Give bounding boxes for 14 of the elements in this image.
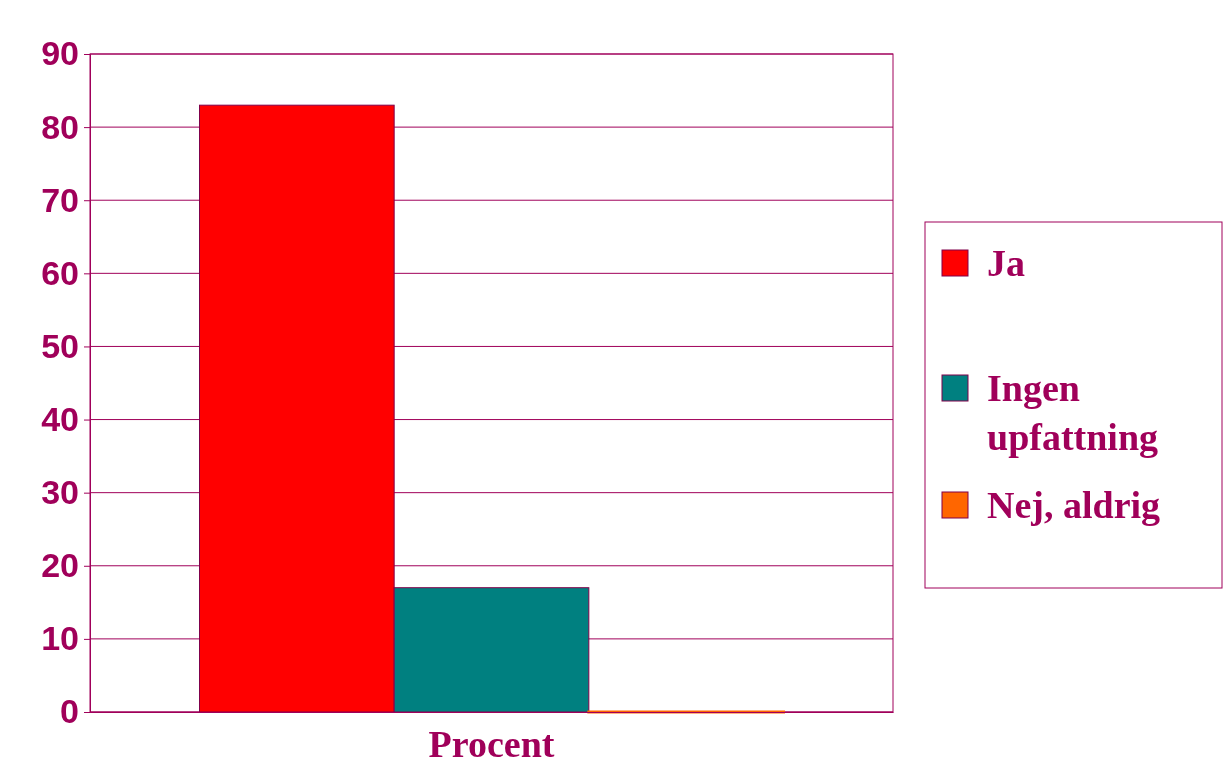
y-tick-label: 40 [41,399,79,438]
legend-label: Ingen upfattning [987,367,1159,459]
y-tick-label: 30 [41,473,79,512]
legend-label: Ja [987,242,1025,284]
y-tick-label: 50 [41,326,79,365]
y-tick-label: 70 [41,180,79,219]
y-tick-label: 80 [41,107,79,146]
y-tick-label: 60 [41,253,79,292]
x-tick-label: Procent [428,722,555,765]
y-tick-label: 10 [41,619,79,658]
y-tick-label: 0 [60,692,79,731]
y-tick-label: 90 [41,34,79,73]
y-tick-label: 20 [41,546,79,585]
legend-label: Nej, aldrig [987,484,1161,526]
